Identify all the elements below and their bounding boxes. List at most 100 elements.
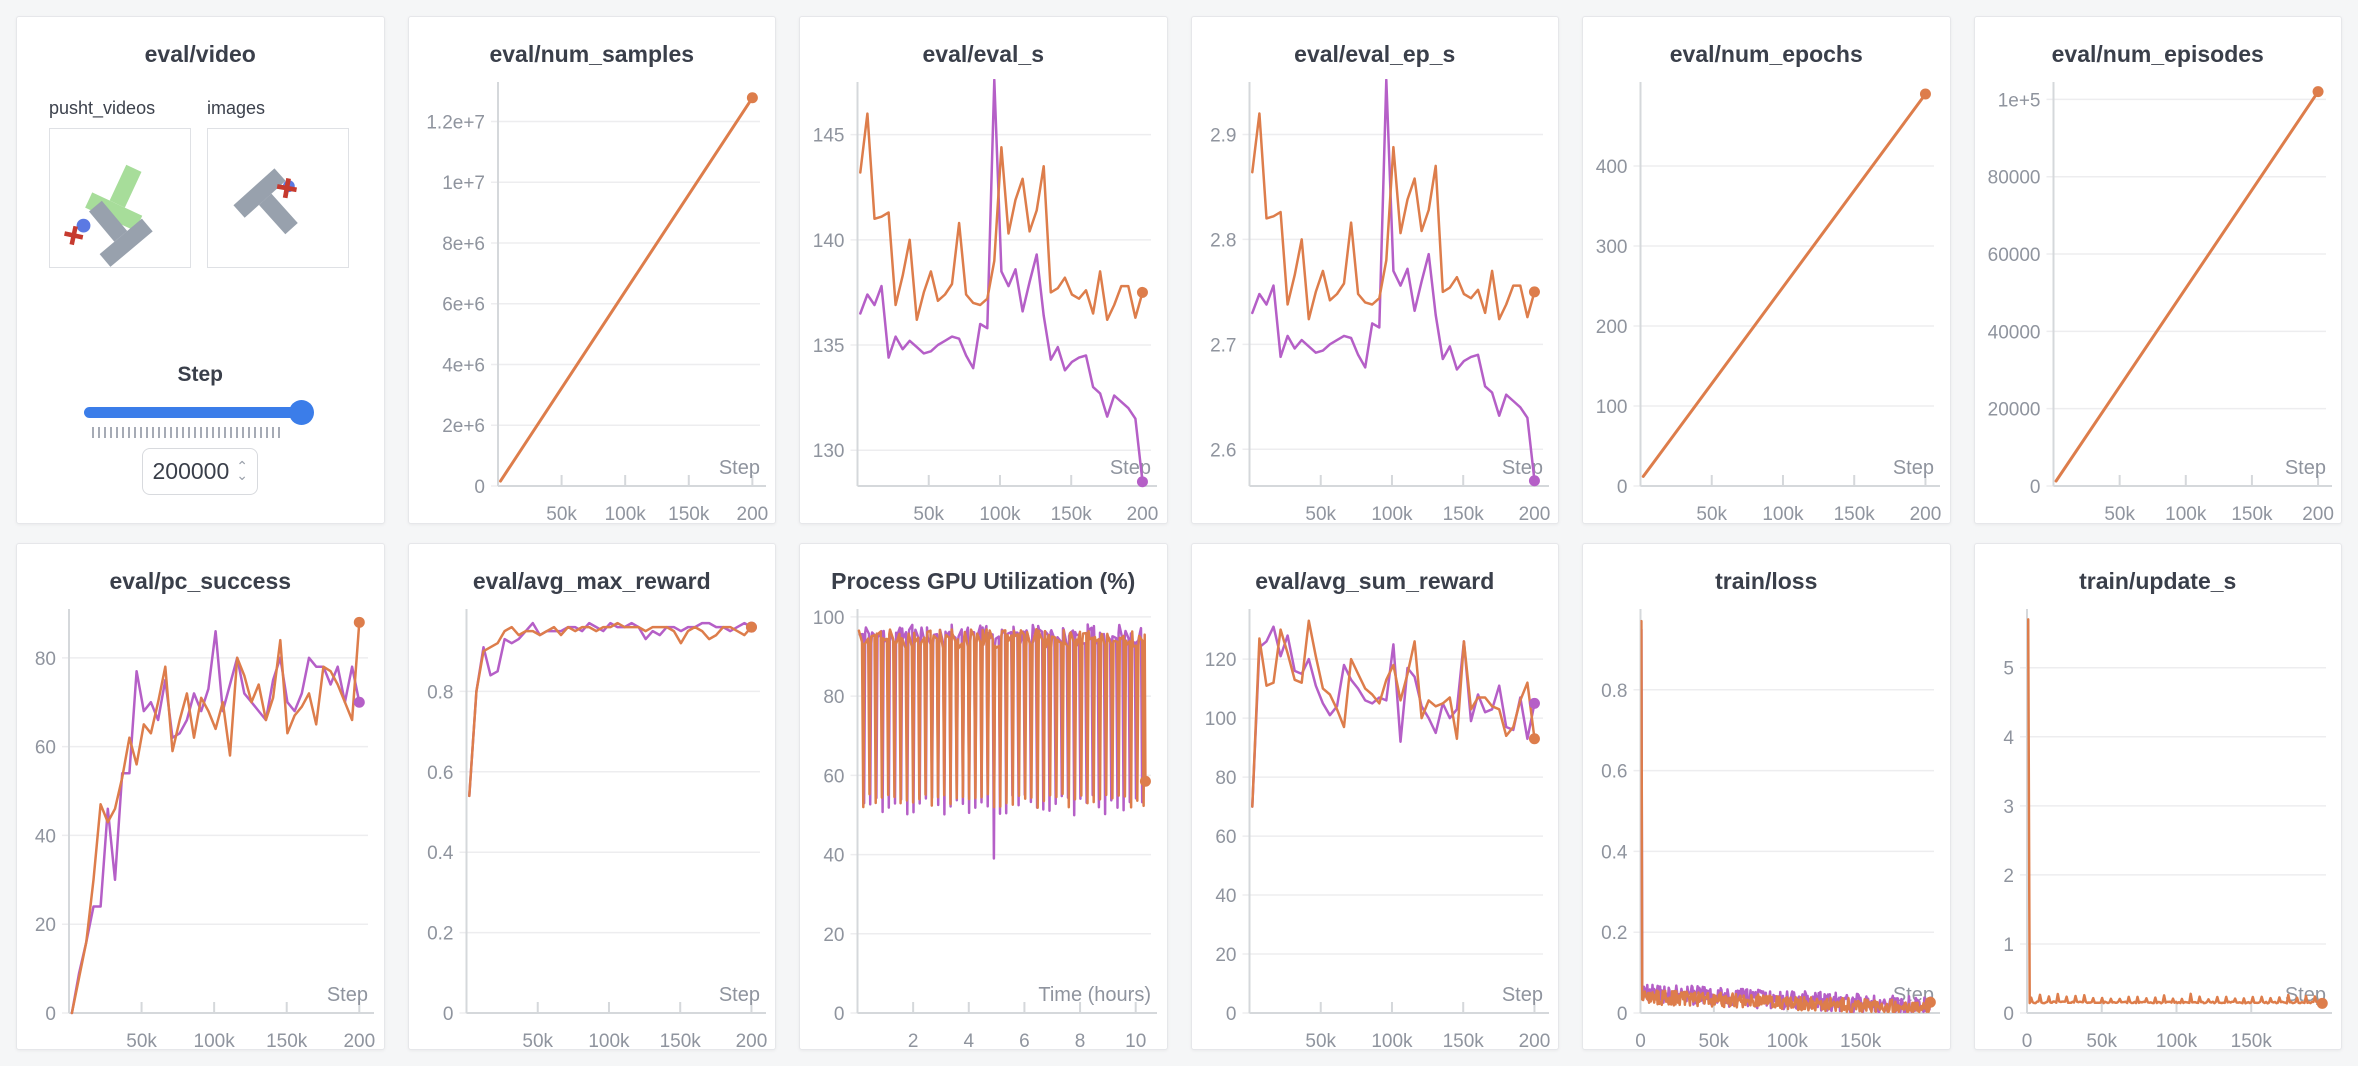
chart-svg[interactable]: 0 20 40 60 80 100 120 50k 100k 150k 200 Step <box>1192 595 1559 1051</box>
y-tick-label: 100 <box>1204 709 1236 730</box>
x-axis-label: Step <box>2284 457 2325 479</box>
panel-eval-pc-success: eval/pc_success 0 20 40 60 80 50k 100k 150k 200 St… <box>16 542 385 1051</box>
y-tick-label: 20000 <box>1987 400 2040 421</box>
y-tick-label: 0 <box>1617 477 1628 498</box>
chart-area-train-update-s[interactable]: 0 1 2 3 4 5 0 50k 100k 150k Step <box>1975 595 2342 1051</box>
y-tick-label: 100 <box>1596 397 1628 418</box>
series-end-dot-orange <box>1919 88 1931 100</box>
y-tick-label: 120 <box>1204 650 1236 671</box>
step-input-value[interactable]: 200000 <box>152 457 230 484</box>
agent-dot <box>76 218 91 233</box>
x-tick-label: 100k <box>1371 1031 1413 1051</box>
chart-title: train/loss <box>1715 567 1818 594</box>
chart-title: eval/eval_s <box>922 41 1044 67</box>
y-tick-label: 0.6 <box>427 762 453 783</box>
chart-svg[interactable]: 0 20 40 60 80 50k 100k 150k 200 Step <box>17 595 384 1051</box>
x-axis-label: Step <box>1501 984 1542 1006</box>
x-tick-label: 50k <box>546 504 577 524</box>
y-tick-label: 0 <box>442 1004 453 1025</box>
y-tick-label: 100 <box>813 607 845 628</box>
pusht-video-frame <box>64 164 153 267</box>
slider-track[interactable] <box>84 399 315 425</box>
media-caption-pusht-videos: pusht_videos <box>49 98 156 118</box>
chart-svg[interactable]: 130 135 140 145 50k 100k 150k 200 Step <box>800 68 1167 524</box>
series-line-orange <box>1641 92 1927 478</box>
x-tick-label: 150k <box>1442 504 1484 524</box>
y-tick-label: 6e+6 <box>442 295 485 316</box>
y-tick-label: 4 <box>2003 727 2014 748</box>
chart-area-eval-num-epochs[interactable]: 0 100 200 300 400 50k 100k 150k 200 Step <box>1583 68 1950 523</box>
chart-svg[interactable]: 0 0.2 0.4 0.6 0.8 50k 100k 150k 200 Step <box>409 595 776 1051</box>
x-tick-label: 50k <box>126 1031 157 1051</box>
panel-train-update-s: train/update_s 0 1 2 3 4 5 0 50k 100k 150k Step <box>1973 542 2342 1051</box>
panel-eval-num-episodes: eval/num_episodes 0 20000 40000 60000 80000 1e… <box>1973 16 2342 524</box>
series-line-purple <box>70 629 361 1014</box>
panel-train-loss: train/loss 0 0.2 0.4 0.6 0.8 0 50k 100k 150k Step <box>1582 542 1951 1051</box>
panel-title: eval/video <box>144 41 256 67</box>
y-tick-label: 60000 <box>1987 245 2040 266</box>
chart-area-eval-num-episodes[interactable]: 0 20000 40000 60000 80000 1e+5 50k 100k 150k 200 S… <box>1975 68 2342 523</box>
chart-svg[interactable]: 0 100 200 300 400 50k 100k 150k 200 Step <box>1583 68 1950 524</box>
chart-area-train-loss[interactable]: 0 0.2 0.4 0.6 0.8 0 50k 100k 150k Step <box>1583 595 1950 1051</box>
y-tick-label: 0 <box>45 1004 56 1025</box>
series-end-dot-purple <box>1528 475 1540 487</box>
y-tick-label: 40 <box>823 845 844 866</box>
step-input[interactable]: 200000 ⌃ ⌄ <box>142 447 259 495</box>
y-tick-label: 60 <box>1215 827 1236 848</box>
y-tick-label: 80 <box>823 687 844 708</box>
chart-area-eval-avg-sum-reward[interactable]: 0 20 40 60 80 100 120 50k 100k 150k 200 Step <box>1192 595 1559 1051</box>
y-tick-label: 80 <box>35 648 56 669</box>
chart-svg[interactable]: 2.6 2.7 2.8 2.9 50k 100k 150k 200 Step <box>1192 68 1559 524</box>
y-tick-label: 0.4 <box>1601 842 1628 863</box>
chart-area-eval-eval-ep-s[interactable]: 2.6 2.7 2.8 2.9 50k 100k 150k 200 Step <box>1192 68 1559 523</box>
series-end-dot-orange <box>2312 86 2324 98</box>
chart-area-eval-eval-s[interactable]: 130 135 140 145 50k 100k 150k 200 Step <box>800 68 1167 523</box>
y-tick-label: 1e+5 <box>1997 90 2040 111</box>
chart-area-eval-avg-max-reward[interactable]: 0 0.2 0.4 0.6 0.8 50k 100k 150k 200 Step <box>409 595 776 1051</box>
x-axis-label: Time (hours) <box>1038 984 1151 1006</box>
series-end-dot-purple <box>1136 476 1148 488</box>
chart-svg[interactable]: 0 2e+6 4e+6 6e+6 8e+6 1e+7 1.2e+7 50k 100k 150k 20… <box>409 68 776 524</box>
series-end-dot-orange <box>1528 286 1540 298</box>
y-tick-label: 0 <box>474 477 485 498</box>
x-axis-label: Step <box>1893 457 1934 479</box>
chart-title: eval/eval_ep_s <box>1294 41 1456 67</box>
x-tick-label: 100k <box>194 1031 236 1051</box>
chart-title: eval/num_samples <box>489 41 695 67</box>
slider-thumb[interactable] <box>289 399 315 425</box>
video-thumbnail-pusht-videos[interactable] <box>49 128 191 268</box>
series-end-dot-orange <box>1136 286 1148 298</box>
chart-area-process-gpu-utilization[interactable]: 0 20 40 60 80 100 2 4 6 8 10 Time (hours) <box>800 595 1167 1051</box>
series-line-orange <box>857 627 1147 809</box>
chart-area-eval-pc-success[interactable]: 0 20 40 60 80 50k 100k 150k 200 Step <box>17 595 384 1051</box>
chart-svg[interactable]: 0 20 40 60 80 100 2 4 6 8 10 Time (hours) <box>800 595 1167 1051</box>
series-line-orange <box>70 620 361 1014</box>
x-tick-label: 100k <box>1762 504 1804 524</box>
x-tick-label: 50k <box>1305 1031 1336 1051</box>
y-tick-label: 0.6 <box>1601 761 1627 782</box>
chart-area-eval-num-samples[interactable]: 0 2e+6 4e+6 6e+6 8e+6 1e+7 1.2e+7 50k 100k 150k 20… <box>409 68 776 523</box>
panel-eval-video: eval/video pusht_videos <box>16 16 385 524</box>
stepper-up-icon[interactable]: ⌃ <box>236 458 248 474</box>
x-tick-label: 100k <box>604 504 646 524</box>
image-thumbnail-images[interactable] <box>207 128 349 268</box>
step-slider[interactable] <box>84 399 316 425</box>
stepper-arrows[interactable]: ⌃ ⌄ <box>236 458 248 483</box>
y-tick-label: 80000 <box>1987 168 2040 189</box>
y-tick-label: 135 <box>813 336 845 357</box>
series-end-dot-purple <box>353 696 365 708</box>
y-tick-label: 0 <box>834 1004 845 1025</box>
y-tick-label: 140 <box>813 231 845 252</box>
x-tick-label: 150k <box>1442 1031 1484 1051</box>
chart-svg[interactable]: 0 20000 40000 60000 80000 1e+5 50k 100k 150k 200 S… <box>1975 68 2342 524</box>
x-tick-label: 200 <box>2302 504 2334 524</box>
slider-tick-ruler <box>92 426 283 438</box>
y-tick-label: 40 <box>35 826 56 847</box>
series-end-dot-orange <box>746 92 758 104</box>
y-tick-label: 2.9 <box>1210 125 1236 146</box>
x-tick-label: 150k <box>1834 504 1876 524</box>
stepper-down-icon[interactable]: ⌄ <box>236 467 248 483</box>
series-line-purple <box>1640 627 1932 1013</box>
